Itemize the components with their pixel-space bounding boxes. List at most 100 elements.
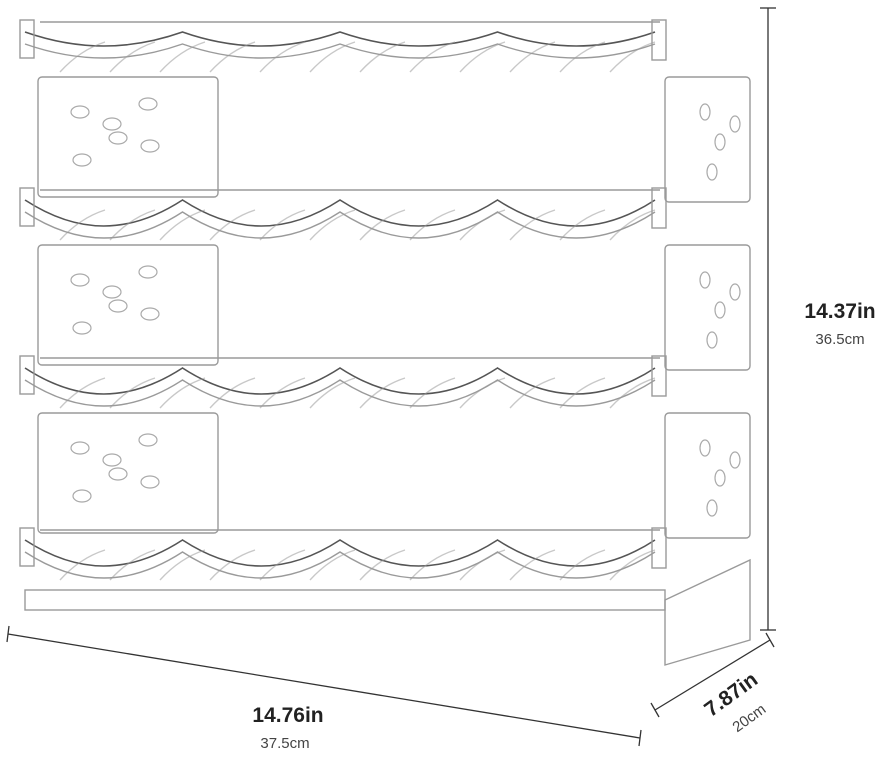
panel-hole xyxy=(102,453,122,467)
shelf-ridge xyxy=(459,41,506,73)
panel-hole xyxy=(140,307,160,321)
panel-hole xyxy=(699,271,711,289)
height-dimension: 14.37in 36.5cm xyxy=(760,7,876,631)
shelf-ridge xyxy=(459,209,506,241)
shelf-ridge xyxy=(609,209,656,241)
shelf-ridge xyxy=(559,549,606,581)
shelf-front-edge xyxy=(24,539,656,567)
shelf-ridge xyxy=(209,209,256,241)
panel-hole xyxy=(72,489,92,503)
panel-hole xyxy=(729,451,741,469)
shelf-ridge xyxy=(59,41,106,73)
shelf-ridge xyxy=(209,549,256,581)
shelf-ridge xyxy=(559,377,606,409)
wine-rack xyxy=(19,19,751,666)
shelf-ridge xyxy=(459,549,506,581)
shelf-ridge xyxy=(509,41,556,73)
panel-hole xyxy=(108,467,128,481)
shelf-ridge xyxy=(209,377,256,409)
panel-hole xyxy=(72,153,92,167)
panel-hole xyxy=(729,283,741,301)
shelf-ridge xyxy=(559,209,606,241)
shelf-end-right xyxy=(651,527,667,569)
shelf-ridge xyxy=(309,549,356,581)
panel-hole xyxy=(108,299,128,313)
shelf-ridge xyxy=(109,41,156,73)
side-panel-left xyxy=(37,244,219,366)
shelf-ridge xyxy=(559,41,606,73)
side-panel-right xyxy=(664,412,751,539)
shelf-ridge xyxy=(309,209,356,241)
shelf-end-left xyxy=(19,527,35,567)
shelf-ridge xyxy=(259,209,306,241)
depth-cap xyxy=(765,632,775,648)
panel-hole xyxy=(714,469,726,487)
panel-hole xyxy=(138,265,158,279)
shelf-front-edge xyxy=(24,367,656,395)
width-line xyxy=(7,633,641,739)
width-cap xyxy=(638,729,642,747)
shelf-ridge xyxy=(59,377,106,409)
height-imperial: 14.37in xyxy=(804,300,875,323)
shelf-ridge xyxy=(359,41,406,73)
panel-hole xyxy=(140,475,160,489)
shelf-ridge xyxy=(509,377,556,409)
shelf-end-left xyxy=(19,19,35,59)
shelf-ridge xyxy=(609,377,656,409)
shelf-lip xyxy=(24,379,656,407)
base xyxy=(24,589,666,611)
shelf-ridge xyxy=(359,209,406,241)
height-metric: 36.5cm xyxy=(815,331,864,348)
panel-hole xyxy=(699,103,711,121)
panel-hole xyxy=(102,285,122,299)
shelf-ridge xyxy=(409,549,456,581)
shelf-ridge xyxy=(159,549,206,581)
panel-hole xyxy=(714,133,726,151)
panel-hole xyxy=(108,131,128,145)
depth-dimension: 7.87in 20cm xyxy=(650,632,775,736)
shelf-ridge xyxy=(409,209,456,241)
shelf-ridge xyxy=(309,41,356,73)
side-panel-left xyxy=(37,76,219,198)
shelf-ridge xyxy=(259,377,306,409)
shelf-ridge xyxy=(259,549,306,581)
shelf-ridge xyxy=(409,41,456,73)
depth-line xyxy=(654,639,771,711)
width-metric: 37.5cm xyxy=(260,735,309,752)
shelf-ridge xyxy=(209,41,256,73)
base-side xyxy=(664,558,751,666)
side-panel-right xyxy=(664,244,751,371)
shelf-end-right xyxy=(651,355,667,397)
depth-metric: 20cm xyxy=(730,701,770,736)
panel-hole xyxy=(714,301,726,319)
panel-hole xyxy=(706,499,718,517)
panel-hole xyxy=(706,163,718,181)
shelf-ridge xyxy=(109,209,156,241)
panel-hole xyxy=(70,273,90,287)
width-dimension: 14.76in 37.5cm xyxy=(6,625,642,752)
panel-hole xyxy=(70,105,90,119)
depth-cap xyxy=(650,702,660,718)
shelf-ridge xyxy=(459,377,506,409)
panel-hole xyxy=(138,433,158,447)
shelf-ridge xyxy=(159,41,206,73)
shelf-ridge xyxy=(59,549,106,581)
shelf-end-right xyxy=(651,19,667,61)
shelf-ridge xyxy=(359,377,406,409)
shelf-ridge xyxy=(609,549,656,581)
panel-hole xyxy=(72,321,92,335)
panel-hole xyxy=(102,117,122,131)
shelf-ridge xyxy=(159,377,206,409)
shelf-front-edge xyxy=(24,199,656,227)
panel-hole xyxy=(706,331,718,349)
shelf-end-left xyxy=(19,187,35,227)
shelf-end-right xyxy=(651,187,667,229)
panel-hole xyxy=(138,97,158,111)
width-imperial: 14.76in xyxy=(252,704,323,727)
shelf-ridge xyxy=(109,377,156,409)
shelf-end-left xyxy=(19,355,35,395)
shelf-ridge xyxy=(509,549,556,581)
shelf-ridge xyxy=(409,377,456,409)
panel-hole xyxy=(729,115,741,133)
